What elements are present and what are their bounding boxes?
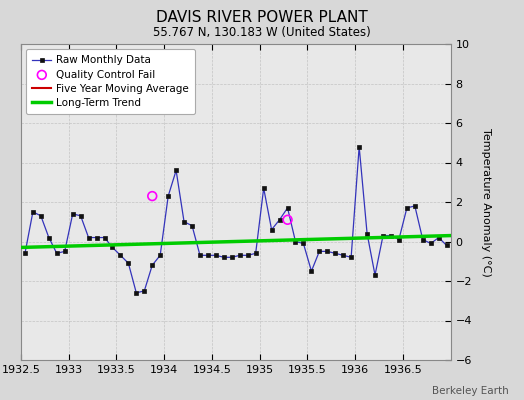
Text: 55.767 N, 130.183 W (United States): 55.767 N, 130.183 W (United States) [153, 26, 371, 39]
Raw Monthly Data [133, 290, 139, 295]
Legend: Raw Monthly Data, Quality Control Fail, Five Year Moving Average, Long-Term Tren: Raw Monthly Data, Quality Control Fail, … [26, 49, 195, 114]
Raw Monthly Data [356, 144, 362, 149]
Quality Control Fail [283, 216, 292, 223]
Raw Monthly Data [93, 235, 100, 240]
Quality Control Fail [148, 193, 157, 199]
Raw Monthly Data [443, 243, 450, 248]
Raw Monthly Data [276, 217, 282, 222]
Y-axis label: Temperature Anomaly (°C): Temperature Anomaly (°C) [482, 128, 492, 276]
Line: Raw Monthly Data: Raw Monthly Data [23, 145, 449, 294]
Text: Berkeley Earth: Berkeley Earth [432, 386, 508, 396]
Raw Monthly Data [260, 186, 267, 190]
Text: DAVIS RIVER POWER PLANT: DAVIS RIVER POWER PLANT [156, 10, 368, 25]
Raw Monthly Data [189, 223, 195, 228]
Raw Monthly Data [316, 249, 322, 254]
Raw Monthly Data [22, 251, 28, 256]
Raw Monthly Data [285, 206, 291, 210]
